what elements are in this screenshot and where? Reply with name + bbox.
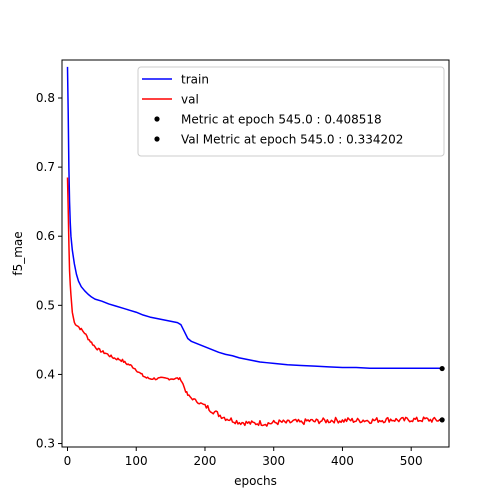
x-axis-label: epochs bbox=[234, 474, 277, 488]
x-tick-label: 200 bbox=[194, 454, 217, 468]
x-tick-label: 0 bbox=[64, 454, 72, 468]
y-tick-label: 0.7 bbox=[36, 160, 55, 174]
series-layer bbox=[66, 66, 445, 427]
y-tick-label: 0.8 bbox=[36, 91, 55, 105]
y-tick-label: 0.5 bbox=[36, 298, 55, 312]
y-tick-label: 0.6 bbox=[36, 229, 55, 243]
legend: train val Metric at epoch 545.0 : 0.408518… bbox=[137, 66, 445, 157]
legend-label-0: train bbox=[181, 73, 209, 87]
legend-marker-3 bbox=[154, 136, 160, 142]
metric-point-3 bbox=[439, 417, 445, 423]
tick-layer: 0 100 200 300 400 500 0.3 0.4 0.5 0.6 0.7 0.8 bbox=[36, 91, 423, 468]
legend-label-2: Metric at epoch 545.0 : 0.408518 bbox=[181, 113, 382, 127]
x-tick-label: 500 bbox=[400, 454, 423, 468]
legend-marker-2 bbox=[154, 116, 160, 122]
y-tick-label: 0.4 bbox=[36, 367, 55, 381]
x-tick-label: 300 bbox=[262, 454, 285, 468]
series-line-val bbox=[66, 177, 443, 427]
x-tick-label: 400 bbox=[331, 454, 354, 468]
legend-label-1: val bbox=[181, 93, 199, 107]
plot-frame bbox=[61, 59, 450, 448]
metric-point-2 bbox=[439, 365, 445, 372]
legend-box bbox=[137, 66, 445, 157]
y-axis-label: f5_mae bbox=[11, 231, 25, 275]
x-tick-label: 100 bbox=[125, 454, 148, 468]
y-tick-label: 0.3 bbox=[36, 437, 55, 451]
legend-label-3: Val Metric at epoch 545.0 : 0.334202 bbox=[181, 133, 403, 147]
series-line-train bbox=[66, 66, 443, 369]
